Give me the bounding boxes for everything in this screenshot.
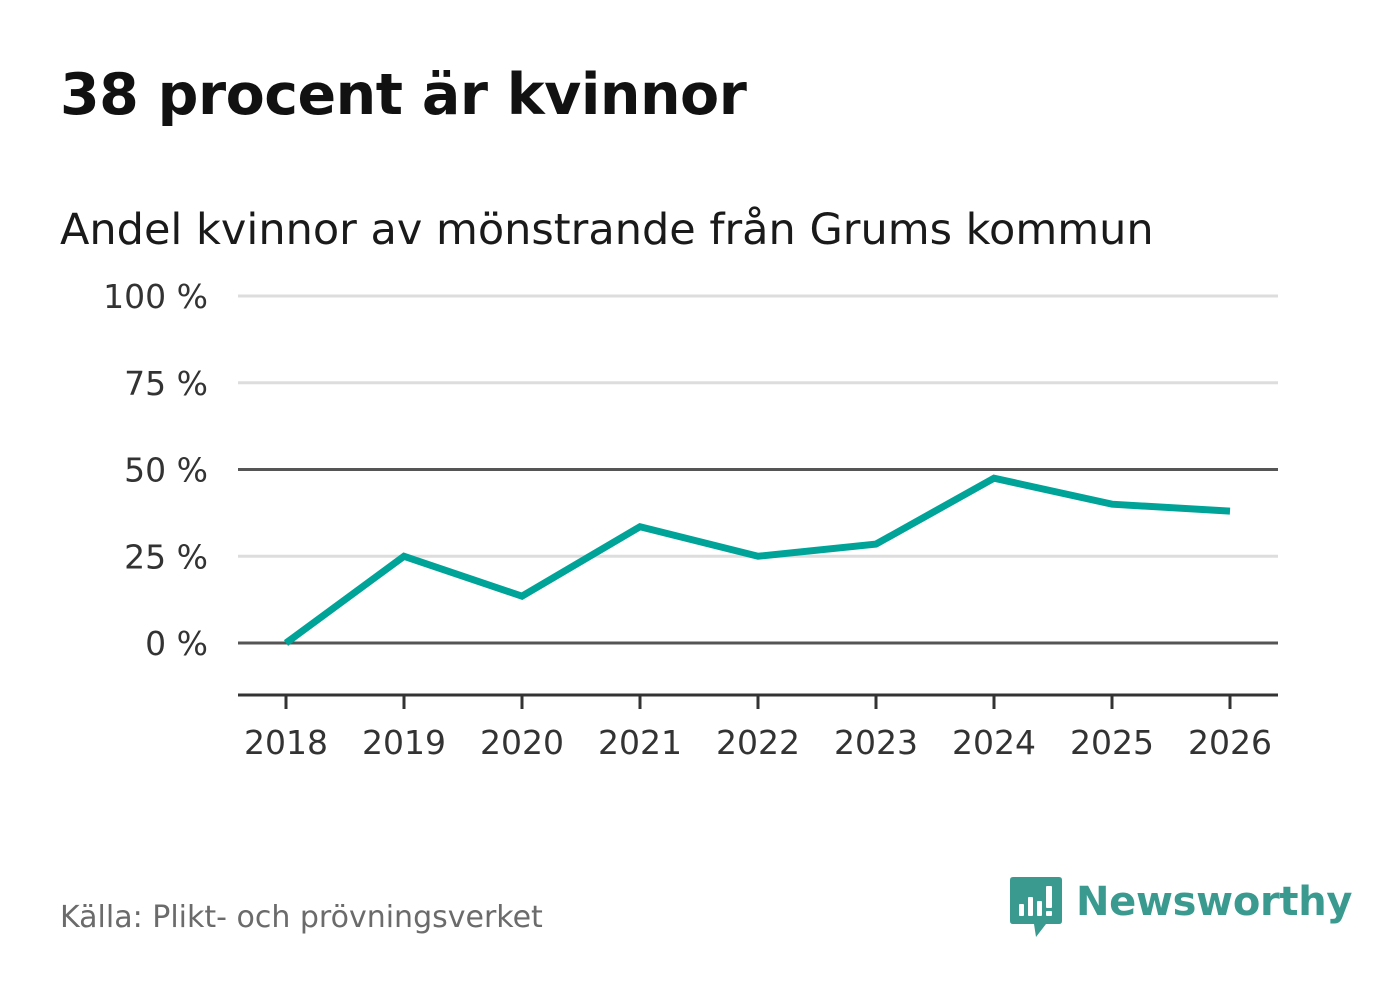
x-tick-label: 2018 (244, 723, 328, 762)
gridlines (238, 294, 1278, 645)
x-tick-label: 2020 (480, 723, 564, 762)
y-tick-label: 100 % (103, 277, 208, 316)
y-tick-label: 75 % (124, 364, 208, 403)
y-tick-label: 50 % (124, 451, 208, 490)
brand: Newsworthy (1010, 877, 1353, 941)
x-axis: 2018 2019 2020 2021 2022 2023 2024 2025 2026 (238, 693, 1278, 762)
y-axis-tick-labels: 100 % 75 % 50 % 25 % 0 % (103, 277, 208, 663)
x-tick-label: 2024 (952, 723, 1036, 762)
chart-title: 38 procent är kvinnor (60, 62, 747, 128)
y-tick-label: 0 % (145, 624, 208, 663)
series-line-0 (283, 474, 1231, 646)
newsworthy-logo-icon (1010, 877, 1062, 937)
series-lines (283, 474, 1231, 646)
x-tick-label: 2023 (834, 723, 918, 762)
source-note: Källa: Plikt- och prövningsverket (60, 900, 543, 935)
x-tick-label: 2022 (716, 723, 800, 762)
y-tick-label: 25 % (124, 537, 208, 576)
x-tick-label: 2026 (1188, 723, 1272, 762)
x-tick-label: 2021 (598, 723, 682, 762)
x-tick-label: 2019 (362, 723, 446, 762)
chart-subtitle: Andel kvinnor av mönstrande från Grums k… (60, 205, 1154, 255)
brand-name: Newsworthy (1076, 879, 1353, 925)
x-tick-label: 2025 (1070, 723, 1154, 762)
